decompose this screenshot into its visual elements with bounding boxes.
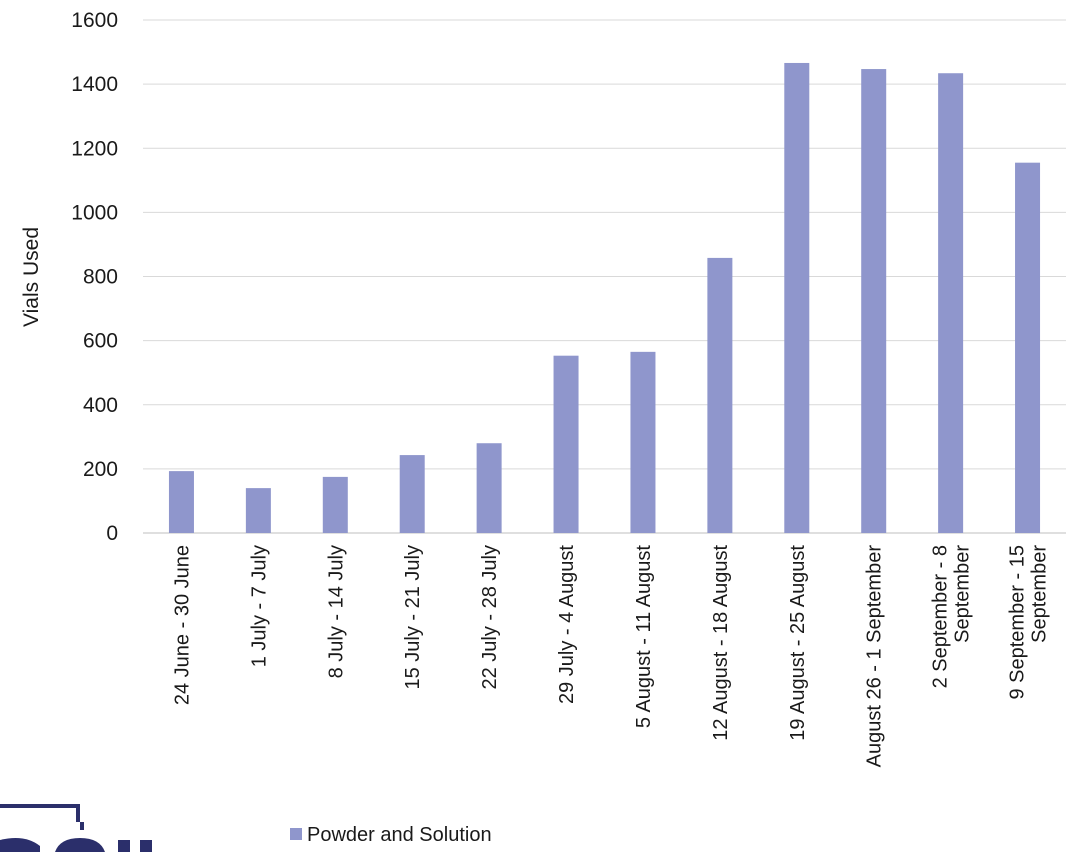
bar (1015, 162, 1041, 533)
bar (707, 257, 733, 533)
logo (0, 804, 152, 852)
bars (168, 62, 1041, 534)
y-axis-title: Vials Used (20, 227, 43, 327)
x-category-label: 9 September - 15 (1007, 545, 1029, 700)
bar (938, 73, 964, 533)
x-category-label: 29 July - 4 August (556, 545, 578, 704)
bar (784, 62, 810, 534)
y-tick-label: 800 (83, 266, 118, 289)
y-tick-label: 0 (106, 522, 118, 545)
bar (245, 488, 271, 533)
bar (168, 471, 194, 533)
y-axis-tick-labels: 0 200 400 600 800 1000 1200 1400 1600 (71, 9, 118, 545)
x-category-label: 22 July - 28 July (479, 545, 501, 690)
y-tick-label: 1400 (71, 73, 118, 96)
x-category-label: September (1029, 545, 1051, 643)
bar (861, 69, 887, 533)
bar (399, 455, 425, 533)
x-category-label: September (952, 545, 974, 643)
bar (630, 351, 656, 533)
gridlines (143, 19, 1066, 534)
y-tick-label: 1600 (71, 9, 118, 32)
x-category-label: August 26 - 1 September (864, 545, 886, 768)
x-category-label: 19 August - 25 August (787, 545, 809, 741)
y-tick-label: 200 (83, 458, 118, 481)
x-category-label: 15 July - 21 July (402, 545, 424, 690)
bar (322, 476, 348, 533)
legend-swatch (290, 828, 302, 840)
x-category-label: 12 August - 18 August (710, 545, 732, 741)
y-tick-label: 600 (83, 330, 118, 353)
x-category-label: 24 June - 30 June (171, 545, 193, 705)
y-tick-label: 1000 (71, 201, 118, 224)
x-category-label: 1 July - 7 July (248, 545, 270, 667)
bar (476, 443, 502, 533)
legend: Powder and Solution (290, 824, 492, 846)
x-category-label: 8 July - 14 July (325, 545, 347, 678)
legend-label: Powder and Solution (307, 824, 492, 846)
x-axis-category-labels: 24 June - 30 June 1 July - 7 July 8 July -… (171, 545, 1050, 768)
x-category-label: 5 August - 11 August (633, 545, 655, 729)
x-category-label: 2 September - 8 (930, 545, 952, 688)
y-tick-label: 400 (83, 394, 118, 417)
y-tick-label: 1200 (71, 137, 118, 160)
bar (553, 355, 579, 533)
